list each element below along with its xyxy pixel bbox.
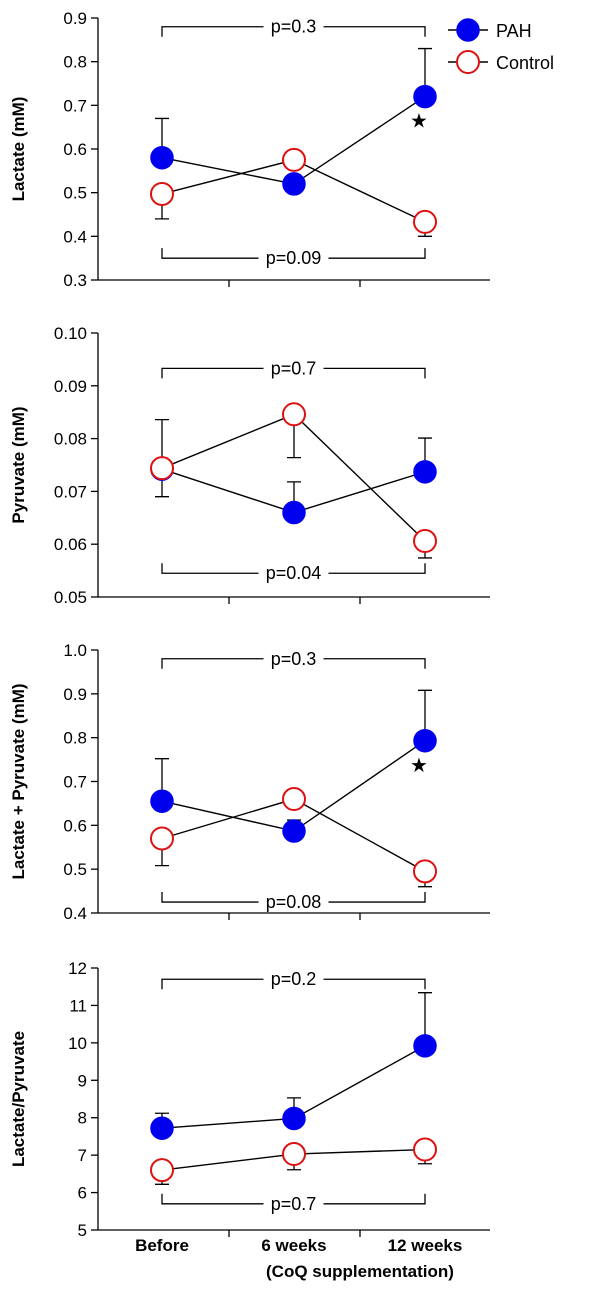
y-tick-label: 6 xyxy=(78,1184,87,1203)
data-point-pah xyxy=(150,1116,174,1140)
data-point-pah xyxy=(413,460,437,484)
data-point-pah xyxy=(282,819,306,843)
y-axis-title: Lactate (mM) xyxy=(9,97,28,202)
data-point-control xyxy=(413,209,437,234)
y-tick-label: 0.6 xyxy=(63,816,87,835)
significance-bracket xyxy=(161,367,426,379)
y-tick-label: 11 xyxy=(69,996,87,1015)
chart-panels: 0.3 0.4 0.5 0.6 0.7 0.8 0.9 Lactate (mM) p=0.3 p=… xyxy=(9,9,490,1240)
panel-pyruvate-mm: 0.05 0.06 0.07 0.08 0.09 0.10 Pyruvate (mM) p=0… xyxy=(9,324,490,607)
data-point-pah xyxy=(150,789,174,813)
legend-pah-marker xyxy=(456,18,480,42)
p-value-label: p=0.04 xyxy=(266,563,322,583)
panel-lactate-mm: 0.3 0.4 0.5 0.6 0.7 0.8 0.9 Lactate (mM) p=0.3 p=… xyxy=(9,9,490,290)
y-tick-label: 0.10 xyxy=(54,324,87,343)
y-tick-label: 0.8 xyxy=(63,729,87,748)
data-point-control xyxy=(282,402,306,427)
significance-bracket xyxy=(161,563,426,574)
legend-control-marker xyxy=(456,50,480,74)
y-tick-label: 0.09 xyxy=(54,377,87,396)
data-point-pah xyxy=(413,728,437,753)
y-tick-label: 12 xyxy=(68,959,87,978)
y-tick-label: 10 xyxy=(68,1034,87,1053)
data-point-pah xyxy=(282,172,306,196)
data-point-control xyxy=(413,529,437,554)
significance-bracket xyxy=(161,26,426,37)
y-tick-label: 0.9 xyxy=(63,9,87,28)
y-tick-label: 8 xyxy=(78,1109,87,1128)
panel-lactate-pyruvate-mm: 0.4 0.5 0.6 0.7 0.8 0.9 1.0 Lactate + Pyruvate … xyxy=(9,641,490,923)
y-tick-label: 0.5 xyxy=(63,184,87,203)
x-category-before: Before xyxy=(135,1236,189,1255)
significance-bracket xyxy=(161,892,426,903)
panel-lactate-pyruvate: 5 6 7 8 9 10 11 12 Lactate/Pyruvate p=0.2 p=0.7 xyxy=(9,959,490,1240)
legend: PAH Control xyxy=(448,18,554,74)
x-axis-labels: Before 6 weeks 12 weeks (CoQ supplementa… xyxy=(135,1236,462,1281)
legend-pah-label: PAH xyxy=(496,21,532,41)
x-axis-note: (CoQ supplementation) xyxy=(266,1262,454,1281)
y-tick-label: 9 xyxy=(78,1071,87,1090)
y-axis-title: Lactate + Pyruvate (mM) xyxy=(9,683,28,879)
y-tick-label: 0.6 xyxy=(63,140,87,159)
data-point-pah xyxy=(413,1034,437,1058)
legend-control-label: Control xyxy=(496,53,554,73)
significance-bracket xyxy=(161,1193,426,1205)
p-value-label: p=0.2 xyxy=(271,969,317,989)
y-tick-label: 0.9 xyxy=(63,685,87,704)
y-tick-label: 7 xyxy=(78,1146,87,1165)
data-point-control xyxy=(413,1137,437,1162)
x-category-12-weeks: 12 weeks xyxy=(388,1236,463,1255)
y-tick-label: 0.4 xyxy=(63,904,87,923)
data-point-control xyxy=(413,859,437,884)
y-tick-label: 0.07 xyxy=(54,482,87,501)
significance-star: ★ xyxy=(410,753,428,777)
y-tick-label: 0.05 xyxy=(54,588,87,607)
data-point-control xyxy=(282,1142,306,1167)
p-value-label: p=0.3 xyxy=(271,17,317,37)
significance-bracket xyxy=(161,658,426,669)
y-tick-label: 0.7 xyxy=(63,96,87,115)
data-point-control xyxy=(150,826,174,851)
p-value-label: p=0.7 xyxy=(271,1194,317,1214)
data-point-pah xyxy=(282,500,306,525)
y-tick-label: 0.8 xyxy=(63,53,87,72)
data-point-control xyxy=(150,456,174,481)
significance-bracket xyxy=(161,978,426,990)
y-axis-title: Pyruvate (mM) xyxy=(9,406,28,523)
data-point-control xyxy=(150,181,174,206)
series-line-pah xyxy=(161,740,426,832)
y-tick-label: 0.3 xyxy=(63,271,87,290)
y-tick-label: 0.7 xyxy=(63,773,87,792)
x-category-6-weeks: 6 weeks xyxy=(261,1236,326,1255)
y-tick-label: 0.08 xyxy=(54,430,87,449)
p-value-label: p=0.7 xyxy=(271,358,317,378)
data-point-control xyxy=(282,787,306,812)
p-value-label: p=0.08 xyxy=(266,892,322,912)
y-tick-label: 5 xyxy=(78,1221,87,1240)
data-point-control xyxy=(282,147,306,172)
y-tick-label: 0.4 xyxy=(63,227,87,246)
y-tick-label: 0.06 xyxy=(54,535,87,554)
significance-star: ★ xyxy=(410,108,428,132)
p-value-label: p=0.09 xyxy=(266,248,322,268)
y-tick-label: 0.5 xyxy=(63,860,87,879)
y-tick-label: 1.0 xyxy=(63,641,87,660)
data-point-pah xyxy=(413,84,437,109)
data-point-pah xyxy=(150,145,174,170)
data-point-control xyxy=(150,1158,174,1183)
y-axis-title: Lactate/Pyruvate xyxy=(9,1031,28,1167)
significance-bracket xyxy=(161,248,426,259)
p-value-label: p=0.3 xyxy=(271,649,317,669)
data-point-pah xyxy=(282,1106,306,1131)
